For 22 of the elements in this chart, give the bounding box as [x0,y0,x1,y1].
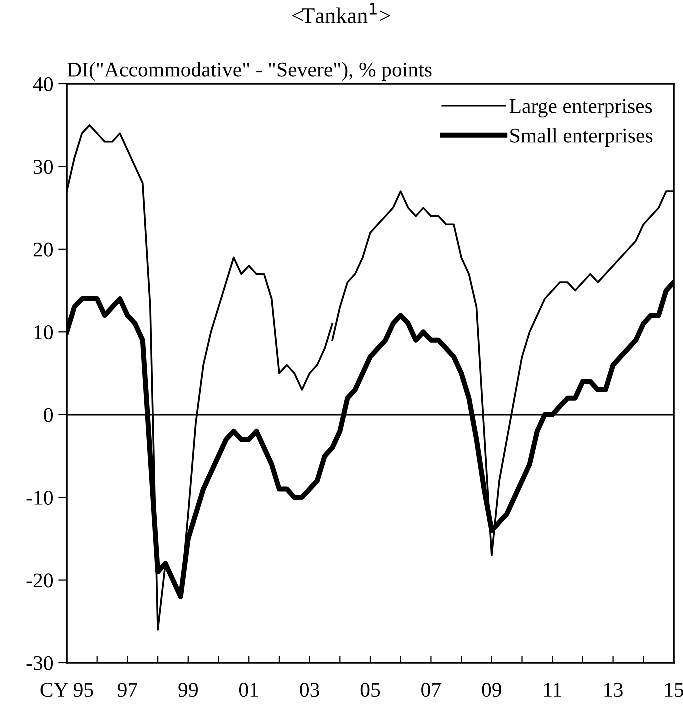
x-tick-label: 07 [422,683,442,698]
x-tick-label: CY 95 [40,683,94,698]
y-tick-label: -30 [26,656,54,670]
chart-title: <Tankan$^{1}$> [292,3,390,24]
y-tick-label: 0 [44,408,54,422]
y-tick-label: 10 [34,326,54,340]
y-tick-label: 30 [34,160,54,174]
y-tick-label: 40 [33,77,54,92]
x-tick-label: 13 [604,683,623,698]
x-tick-label: 03 [300,683,320,698]
y-tick-label: 20 [34,242,54,257]
legend-label: Small enterprises [510,128,653,148]
y-tick-label: -20 [26,574,54,588]
x-tick-label: 11 [544,683,562,697]
legend-label: Large enterprises [510,99,652,118]
y-tick-label: -10 [26,490,54,506]
x-tick-label: 01 [239,683,258,698]
x-tick-label: 09 [482,683,502,698]
y-axis-title: DI("Accommodative" - "Severe"), % points [68,62,432,82]
x-tick-label: 97 [118,683,138,698]
x-tick-label: 99 [178,683,198,698]
x-tick-label: 05 [360,683,380,698]
